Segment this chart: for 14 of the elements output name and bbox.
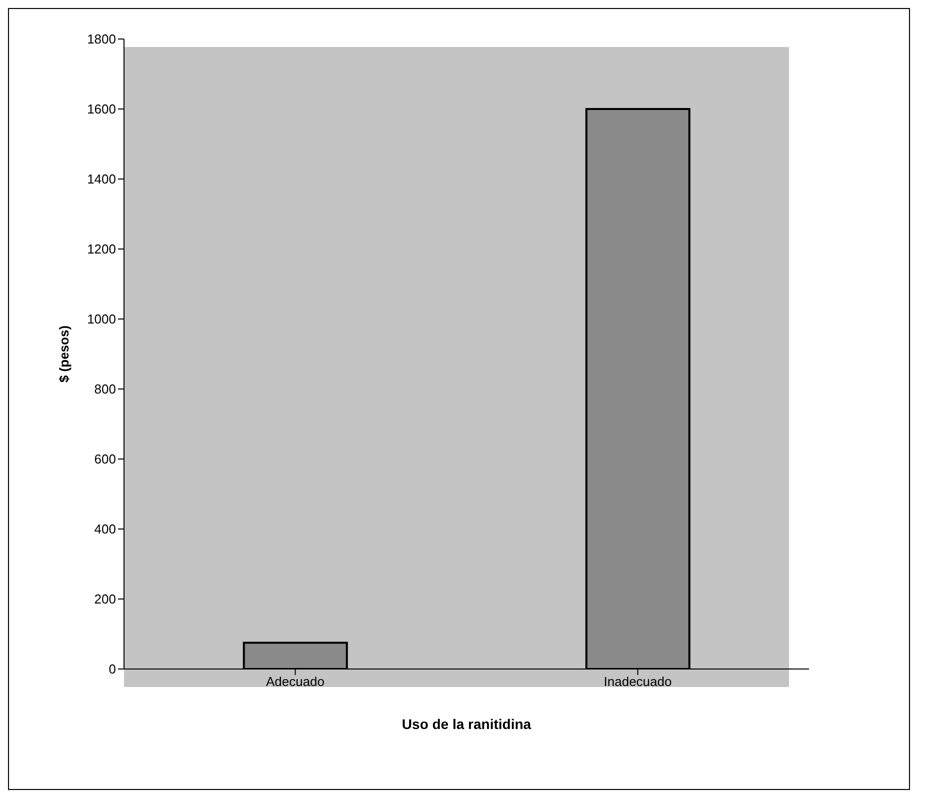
y-tick-label: 400 bbox=[94, 522, 116, 537]
y-tick-label: 1800 bbox=[87, 32, 116, 47]
x-tick-label: Adecuado bbox=[266, 674, 325, 690]
y-tick-label: 1600 bbox=[87, 102, 116, 117]
y-tick-label: 1200 bbox=[87, 242, 116, 257]
y-tick-label: 1400 bbox=[87, 172, 116, 187]
x-axis-title: Uso de la ranitidina bbox=[402, 716, 532, 732]
x-tick-label: Inadecuado bbox=[604, 674, 672, 690]
y-tick-label: 800 bbox=[94, 382, 116, 397]
y-tick-label: 0 bbox=[108, 662, 116, 677]
y-tick-label: 1000 bbox=[87, 312, 116, 327]
y-axis-title: $ (pesos) bbox=[56, 325, 72, 383]
y-tick-label: 600 bbox=[94, 452, 116, 467]
y-tick-label: 200 bbox=[94, 592, 116, 607]
